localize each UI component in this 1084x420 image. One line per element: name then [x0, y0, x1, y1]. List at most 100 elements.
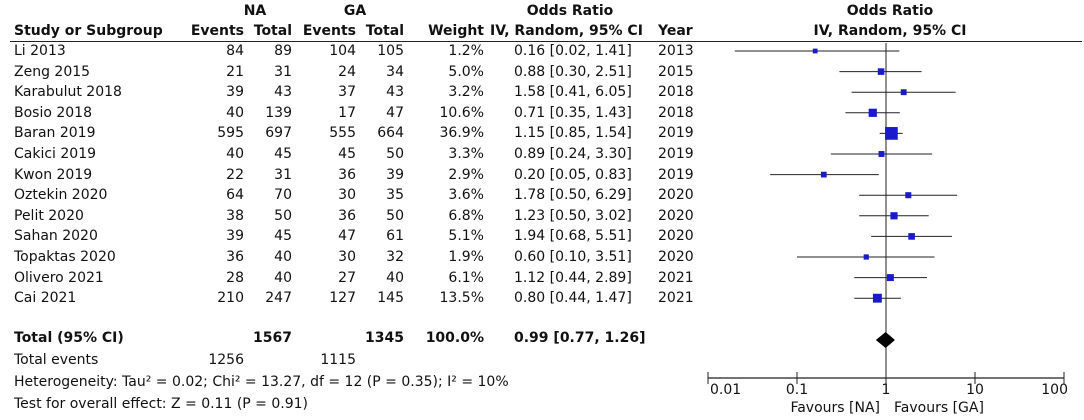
events1-cell: 40	[226, 146, 244, 162]
year-cell: 2020	[658, 249, 694, 265]
year-cell: 2020	[658, 187, 694, 204]
total1-cell: 45	[274, 146, 292, 162]
weight-cell: 1.2%	[448, 43, 484, 59]
study-name: Sahan 2020	[14, 228, 98, 245]
year-cell: 2019	[658, 166, 694, 183]
study-marker	[812, 48, 818, 54]
total-weight: 100.0%	[425, 330, 484, 346]
study-name: Olivero 2021	[14, 269, 104, 286]
study-name: Topaktas 2020	[14, 249, 116, 265]
total2-cell: 145	[377, 290, 404, 307]
total1-cell: 40	[274, 249, 292, 265]
study-marker	[908, 233, 915, 240]
study-name: Cai 2021	[14, 290, 77, 307]
year-column-header: Year	[658, 23, 693, 39]
total1-column-header: Total	[253, 23, 292, 39]
events1-cell: 40	[226, 104, 244, 121]
events2-cell: 30	[338, 187, 356, 204]
weight-cell: 2.9%	[448, 166, 484, 183]
x-tick-label: 100	[1041, 382, 1068, 398]
group2-title: GA	[343, 3, 367, 19]
events1-cell: 39	[226, 84, 244, 101]
year-cell: 2020	[658, 207, 694, 224]
study-name: Kwon 2019	[14, 166, 93, 183]
total1-cell: 89	[274, 43, 292, 59]
total2-cell: 664	[377, 125, 404, 142]
or-ci-cell: 0.89 [0.24, 3.30]	[514, 146, 632, 162]
total2-column-header: Total	[365, 23, 404, 39]
favours-left-label: Favours [NA]	[790, 400, 880, 416]
weight-cell: 10.6%	[439, 104, 484, 121]
year-cell: 2021	[658, 269, 694, 286]
total2-cell: 61	[386, 228, 404, 245]
or-column-title: Odds Ratio	[526, 3, 614, 19]
events1-cell: 210	[217, 290, 244, 307]
total-total2: 1345	[365, 330, 404, 346]
study-marker	[868, 108, 877, 117]
or-ci-cell: 0.16 [0.02, 1.41]	[514, 43, 632, 59]
or-ci-cell: 0.60 [0.10, 3.51]	[514, 249, 632, 265]
or-ci-cell: 0.80 [0.44, 1.47]	[514, 290, 632, 307]
events2-cell: 36	[338, 207, 356, 224]
study-name: Baran 2019	[14, 125, 96, 142]
total2-cell: 50	[386, 207, 404, 224]
total-total1: 1567	[253, 330, 292, 346]
or-ci-cell: 1.12 [0.44, 2.89]	[514, 269, 632, 286]
total2-cell: 105	[377, 43, 404, 59]
events1-cell: 22	[226, 166, 244, 183]
year-cell: 2018	[658, 104, 694, 121]
total2-cell: 35	[386, 187, 404, 204]
study-marker	[905, 192, 912, 199]
total1-cell: 43	[274, 84, 292, 101]
x-tick-label: 10	[966, 382, 984, 398]
x-tick-label: 0.1	[786, 382, 808, 398]
or-ci-cell: 1.15 [0.85, 1.54]	[514, 125, 632, 142]
weight-cell: 5.1%	[448, 228, 484, 245]
weight-cell: 13.5%	[439, 290, 484, 307]
events1-cell: 36	[226, 249, 244, 265]
events2-cell: 45	[338, 146, 356, 162]
study-name: Li 2013	[14, 43, 66, 59]
study-name: Oztekin 2020	[14, 187, 108, 204]
events2-cell: 17	[338, 104, 356, 121]
total2-cell: 34	[386, 63, 404, 80]
study-name: Pelit 2020	[14, 207, 84, 224]
total2-cell: 43	[386, 84, 404, 101]
events2-cell: 37	[338, 84, 356, 101]
heterogeneity-text: Heterogeneity: Tau² = 0.02; Chi² = 13.27…	[14, 374, 509, 390]
events1-cell: 39	[226, 228, 244, 245]
study-marker	[886, 274, 894, 282]
favours-right-label: Favours [GA]	[894, 400, 984, 416]
weight-cell: 6.1%	[448, 269, 484, 286]
events2-column-header: Events	[302, 23, 356, 39]
year-cell: 2019	[658, 146, 694, 162]
year-cell: 2021	[658, 290, 694, 307]
pooled-diamond	[875, 332, 895, 348]
events2-cell: 36	[338, 166, 356, 183]
total1-cell: 31	[274, 166, 292, 183]
study-marker	[900, 89, 907, 96]
weight-cell: 5.0%	[448, 63, 484, 80]
total-events-label: Total events	[14, 352, 99, 368]
year-cell: 2013	[658, 43, 694, 59]
study-marker	[872, 293, 882, 303]
group1-title: NA	[243, 3, 267, 19]
weight-cell: 1.9%	[448, 249, 484, 265]
study-marker	[820, 171, 827, 178]
total2-cell: 40	[386, 269, 404, 286]
overall-effect-text: Test for overall effect: Z = 0.11 (P = 0…	[14, 396, 308, 412]
total-ci: 0.99 [0.77, 1.26]	[514, 330, 646, 346]
or-ci-cell: 1.78 [0.50, 6.29]	[514, 187, 632, 204]
total1-cell: 45	[274, 228, 292, 245]
total1-cell: 31	[274, 63, 292, 80]
total1-cell: 247	[265, 290, 292, 307]
events2-cell: 30	[338, 249, 356, 265]
events1-cell: 595	[217, 125, 244, 142]
study-name: Zeng 2015	[14, 63, 91, 80]
study-name: Cakici 2019	[14, 146, 97, 162]
events2-cell: 47	[338, 228, 356, 245]
total1-cell: 139	[265, 104, 292, 121]
total1-cell: 50	[274, 207, 292, 224]
total2-cell: 39	[386, 166, 404, 183]
